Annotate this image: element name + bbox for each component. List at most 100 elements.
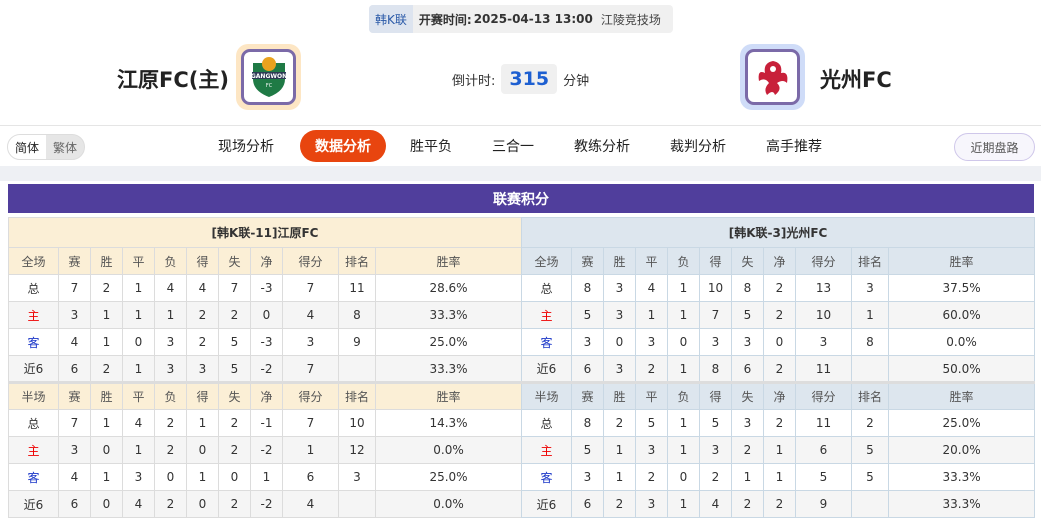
- tab-data-analysis[interactable]: 数据分析: [300, 130, 386, 162]
- table-cell: 2: [186, 328, 219, 356]
- table-row: 近6 6 3 2 1 8 6 2 11 50.0%: [521, 355, 1036, 383]
- tab-win-draw-lose[interactable]: 胜平负: [410, 139, 452, 155]
- table-cell: 3: [635, 490, 668, 518]
- table-cell: 3: [635, 436, 668, 464]
- table-cell: 2: [218, 301, 251, 329]
- league-badge[interactable]: 韩K联: [369, 5, 413, 33]
- table-cell: 60.0%: [887, 301, 1036, 329]
- column-header: 得分: [795, 381, 852, 410]
- table-cell: 8: [338, 301, 376, 329]
- table-cell: 1: [154, 301, 187, 329]
- table-row: 近6 6 0 4 2 0 2 -2 4 0.0%: [8, 490, 523, 518]
- tab-live-analysis[interactable]: 现场分析: [218, 139, 274, 155]
- table-cell: 0: [90, 490, 123, 518]
- table-cell: 6: [58, 355, 91, 383]
- table-cell: 1: [122, 355, 155, 383]
- column-header: 胜: [603, 381, 636, 410]
- column-header: 全场: [8, 247, 59, 275]
- table-cell: 4: [122, 409, 155, 437]
- table-cell: 14.3%: [374, 409, 523, 437]
- tab-three-in-one[interactable]: 三合一: [492, 139, 534, 155]
- away-standings-table: [韩K联-3]光州FC 全场赛胜平负得失净得分 排名 胜率总 8 3 4 1 10 8 2 13 3 37…: [520, 217, 1036, 518]
- table-cell: 0: [603, 328, 636, 356]
- column-header: 得: [186, 381, 219, 410]
- match-info-bar: 韩K联 开赛时间: 2025-04-13 13:00 江陵竞技场: [369, 5, 673, 33]
- table-row: 近6 6 2 1 3 3 5 -2 7 33.3%: [8, 355, 523, 383]
- table-cell: 1: [250, 463, 283, 491]
- table-cell: 12: [338, 436, 376, 464]
- table-cell: 0.0%: [374, 490, 523, 518]
- column-header: 胜: [90, 247, 123, 275]
- table-cell: 2: [218, 436, 251, 464]
- table-cell: 3: [603, 355, 636, 383]
- table-cell: 2: [90, 274, 123, 302]
- table-cell: 3: [603, 274, 636, 302]
- table-cell: 3: [282, 328, 339, 356]
- table-cell: 0: [186, 490, 219, 518]
- table-cell: 2: [763, 490, 796, 518]
- table-cell: [338, 490, 376, 518]
- table-cell: 11: [795, 355, 852, 383]
- table-cell: 33.3%: [374, 355, 523, 383]
- table-cell: 0: [122, 328, 155, 356]
- table-row: 客 4 1 3 0 1 0 1 6 3 25.0%: [8, 463, 523, 491]
- table-cell: 6: [795, 436, 852, 464]
- column-header: 失: [218, 381, 251, 410]
- column-header: 半场: [521, 381, 572, 410]
- tab-expert-picks[interactable]: 高手推荐: [766, 139, 822, 155]
- table-cell: 3: [58, 301, 91, 329]
- column-header: 胜: [90, 381, 123, 410]
- half-header-row: 半场赛胜平负得失净得分 排名 胜率: [521, 381, 1036, 410]
- column-header: 失: [731, 247, 764, 275]
- tab-coach-analysis[interactable]: 教练分析: [574, 139, 630, 155]
- table-cell: 5: [571, 301, 604, 329]
- table-title: [韩K联-3]光州FC: [520, 217, 1036, 248]
- recent-odds-button[interactable]: 近期盘路: [954, 133, 1035, 161]
- language-toggle[interactable]: 简体 繁体: [7, 134, 86, 160]
- table-cell: 5: [571, 436, 604, 464]
- table-cell: 0.0%: [374, 436, 523, 464]
- table-title: [韩K联-11]江原FC: [7, 217, 523, 248]
- lang-simplified[interactable]: 简体: [8, 135, 47, 159]
- column-header: 得分: [282, 381, 339, 410]
- table-cell: 2: [763, 355, 796, 383]
- table-cell: 20.0%: [887, 436, 1036, 464]
- table-row: 总 8 2 5 1 5 3 2 11 2 25.0%: [521, 409, 1036, 437]
- table-cell: 7: [58, 274, 91, 302]
- table-cell: 0: [250, 301, 283, 329]
- venue: 江陵竞技场: [600, 12, 661, 27]
- tab-referee-analysis[interactable]: 裁判分析: [670, 139, 726, 155]
- countdown-label: 倒计时:: [452, 73, 496, 89]
- table-cell: 5: [218, 328, 251, 356]
- table-cell: 1: [122, 274, 155, 302]
- column-header: 得分: [282, 247, 339, 275]
- column-header: 胜率: [374, 247, 523, 275]
- table-cell: 5: [731, 301, 764, 329]
- table-cell: 9: [795, 490, 852, 518]
- away-team-name[interactable]: 光州FC: [820, 68, 892, 92]
- row-label: 总: [8, 409, 59, 437]
- column-header: 失: [218, 247, 251, 275]
- row-label: 近6: [521, 490, 572, 518]
- table-cell: 2: [603, 490, 636, 518]
- table-cell: 1: [90, 328, 123, 356]
- table-cell: 1: [667, 436, 700, 464]
- table-cell: 3: [603, 301, 636, 329]
- table-cell: 1: [90, 301, 123, 329]
- lang-traditional[interactable]: 繁体: [53, 140, 78, 155]
- table-cell: 7: [58, 409, 91, 437]
- table-cell: 8: [731, 274, 764, 302]
- table-cell: 1: [763, 436, 796, 464]
- home-team-logo[interactable]: GANGWON FC: [236, 44, 301, 110]
- table-cell: 2: [763, 409, 796, 437]
- table-cell: 9: [338, 328, 376, 356]
- home-team-name[interactable]: 江原FC(主): [117, 68, 229, 92]
- column-header: 得: [699, 247, 732, 275]
- table-cell: -2: [250, 490, 283, 518]
- table-cell: 1: [667, 355, 700, 383]
- away-team-logo[interactable]: [740, 44, 805, 110]
- table-row: 主 5 1 3 1 3 2 1 6 5 20.0%: [521, 436, 1036, 464]
- table-cell: 25.0%: [887, 409, 1036, 437]
- table-cell: 1: [122, 301, 155, 329]
- table-cell: 1: [667, 490, 700, 518]
